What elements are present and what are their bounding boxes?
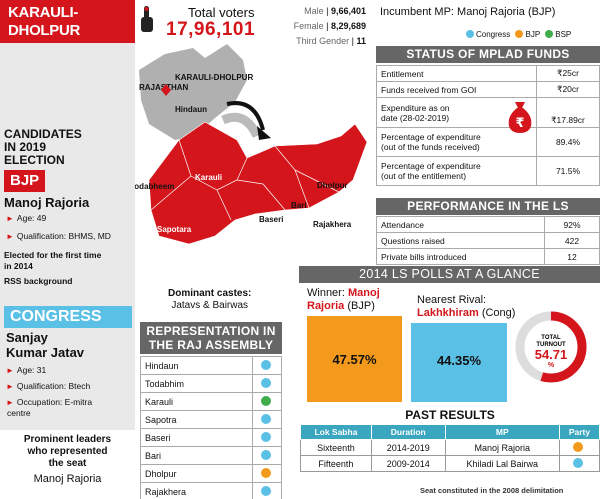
table-row: Bari <box>140 446 283 465</box>
congress-dot-icon <box>260 360 271 370</box>
constituency-header: KARAULI- DHOLPUR <box>0 0 135 43</box>
congress-occupation: ► Occupation: E-mitra centre <box>6 397 93 418</box>
table-row: Dholpur <box>140 464 283 483</box>
rajasthan-outline <box>139 44 247 140</box>
performance-table: Attendance 92% Questions raised 422 Privat… <box>376 216 600 265</box>
bjp-age: ► Age: 49 <box>6 213 47 223</box>
svg-text:Bari: Bari <box>291 201 307 210</box>
bjp-dot-icon <box>515 30 524 38</box>
constituency-name: Sapotra <box>140 410 253 429</box>
funds-table: Entitlement ₹25cr Funds received from GOI… <box>375 65 600 186</box>
bjp-qualification: ► Qualification: BHMS, MD <box>6 231 111 241</box>
polls-panel: 2014 LS POLLS AT A GLANCE Winner: Manoj … <box>299 266 600 402</box>
constituency-name: Hindaun <box>140 356 253 375</box>
constituency-map-label: KARAULI-DHOLPUR <box>175 73 253 82</box>
polls-title: 2014 LS POLLS AT A GLANCE <box>299 266 600 283</box>
constituency-map: RAJASTHAN KARAULI-DHOLPUR Hindaun Karaul… <box>135 44 368 245</box>
arrow-grey <box>221 112 262 139</box>
bullet-icon: ► <box>6 214 14 223</box>
svg-text:₹: ₹ <box>515 116 524 131</box>
dominant-castes: Dominant castes: Jatavs & Bairwas <box>168 288 252 311</box>
svg-text:TOTAL: TOTAL <box>541 335 561 341</box>
congress-badge: CONGRESS <box>4 306 132 328</box>
congress-candidate-name: Sanjay Kumar Jatav <box>6 330 85 360</box>
table-row: Baseri <box>140 428 283 447</box>
gender-breakdown: Male | 9,66,401 Female | 8,29,689 Third … <box>293 6 366 46</box>
congress-dot-icon <box>573 458 584 468</box>
bsp-dot-icon <box>260 396 271 406</box>
arrow-black <box>226 101 265 131</box>
table-row: Karauli <box>140 392 283 411</box>
congress-dot-icon <box>260 414 271 424</box>
bullet-icon: ► <box>6 232 14 241</box>
total-voters-label: Total voters <box>188 5 255 20</box>
bsp-dot-icon <box>545 30 554 38</box>
bjp-dot-icon <box>573 442 584 452</box>
table-row: Todabhim <box>140 374 283 393</box>
svg-text:Hindaun: Hindaun <box>175 105 207 114</box>
total-voters-value: 17,96,101 <box>166 19 256 40</box>
table-row: Sapotra <box>140 410 283 429</box>
constituency-name: Karauli <box>140 392 253 411</box>
svg-text:%: % <box>548 362 555 369</box>
location-marker <box>161 84 171 96</box>
constituency-name: Rajakhera <box>140 482 253 499</box>
raj-assembly-title: REPRESENTATION IN THE RAJ ASSEMBLY <box>140 322 282 354</box>
voting-finger-icon <box>141 6 153 32</box>
constituency-name: Dholpur <box>140 464 253 483</box>
bjp-dot-icon <box>260 468 271 478</box>
congress-age: ► Age: 31 <box>6 365 47 375</box>
svg-text:TURNOUT: TURNOUT <box>536 342 566 348</box>
bjp-note: Elected for the first time in 2014 RSS b… <box>4 250 102 286</box>
svg-text:Baseri: Baseri <box>259 215 283 224</box>
svg-text:Karauli: Karauli <box>195 173 222 182</box>
performance-title: PERFORMANCE IN THE LS <box>376 198 600 215</box>
rival-label: Nearest Rival: Lakhkhiram (Cong) <box>417 294 516 319</box>
constituency-name: Baseri <box>140 428 253 447</box>
congress-dot-icon <box>260 486 271 496</box>
raj-assembly-table: Hindaun Todabhim Karauli Sapotra Baseri Bari D… <box>140 356 283 499</box>
past-results-title: PAST RESULTS <box>405 408 495 422</box>
delimitation-note: Seat constituted in the 2008 delimitatio… <box>420 486 564 495</box>
prominent-leaders: Prominent leaders who represented the se… <box>0 430 135 499</box>
bullet-icon: ► <box>6 382 14 391</box>
congress-qualification: ► Qualification: Btech <box>6 381 91 391</box>
past-results-table: Lok Sabha Duration MP Party Sixteenth 20… <box>300 424 600 472</box>
constituency-name: Todabhim <box>140 374 253 393</box>
incumbent-mp: Incumbent MP: Manoj Rajoria (BJP) <box>380 6 556 18</box>
party-legend: Congress BJP BSP <box>466 30 571 39</box>
candidates-title: CANDIDATES IN 2019 ELECTION <box>4 127 82 167</box>
left-panel <box>0 0 135 499</box>
congress-dot-icon <box>260 450 271 460</box>
congress-dot-icon <box>260 378 271 388</box>
winner-bar: 47.57% <box>307 316 402 402</box>
bjp-badge: BJP <box>4 170 46 192</box>
congress-dot-icon <box>260 432 271 442</box>
svg-text:Todabheem: Todabheem <box>135 182 174 191</box>
rival-bar: 44.35% <box>411 323 507 402</box>
svg-text:Dholpur: Dholpur <box>317 181 348 190</box>
table-row: Hindaun <box>140 356 283 375</box>
bjp-candidate-name: Manoj Rajoria <box>4 195 90 210</box>
svg-text:54.71: 54.71 <box>535 347 568 362</box>
bullet-icon: ► <box>6 366 14 375</box>
winner-label: Winner: Manoj Rajoria (BJP) <box>307 287 380 312</box>
congress-dot-icon <box>466 30 474 38</box>
constituency-name: Bari <box>140 446 253 465</box>
bullet-icon: ► <box>6 398 14 407</box>
svg-text:Rajakhera: Rajakhera <box>313 220 352 229</box>
funds-title: STATUS OF MPLAD FUNDS <box>376 46 600 63</box>
svg-text:Sapotara: Sapotara <box>157 225 192 234</box>
money-bag-icon: ₹ <box>508 102 532 133</box>
arrow-head <box>257 126 271 140</box>
turnout-gauge: TOTAL TURNOUT 54.71 % <box>515 311 587 383</box>
table-row: Rajakhera <box>140 482 283 499</box>
